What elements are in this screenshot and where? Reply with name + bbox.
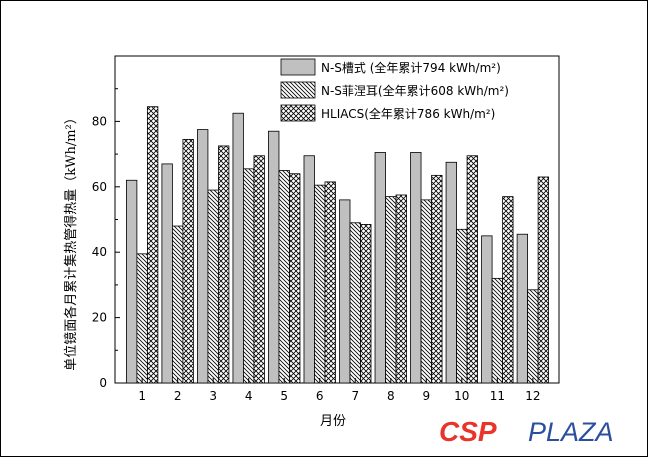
bar-1-8 [374, 152, 386, 384]
bar-2-6 [314, 184, 326, 384]
bar-1-2 [161, 163, 173, 384]
legend-label-3: HLIACS(全年累计786 kWh/m²) [321, 106, 495, 121]
legend-label-1: N-S槽式 (全年累计794 kWh/m²) [321, 60, 501, 75]
bar-2-8 [385, 196, 397, 384]
bar-3-2 [182, 138, 194, 384]
bar-1-6 [303, 155, 315, 384]
bar-1-11 [481, 235, 493, 384]
bar-3-10 [466, 155, 478, 384]
legend-swatch-1 [280, 58, 316, 76]
bar-3-11 [502, 196, 514, 384]
bar-3-12 [537, 176, 550, 384]
bar-2-9 [420, 199, 432, 384]
bar-2-10 [456, 228, 468, 384]
bar-2-7 [349, 222, 361, 384]
bar-3-9 [431, 174, 443, 384]
bar-1-5 [268, 130, 280, 384]
y-tick-label: 80 [92, 114, 107, 128]
bar-2-2 [172, 225, 184, 384]
bar-1-3 [197, 129, 209, 384]
y-axis-label: 单位镜面各月累计集热管得热量（kWh/m²） [63, 111, 79, 371]
x-tick-label: 6 [316, 389, 324, 403]
bar-2-3 [207, 189, 219, 384]
bar-2-11 [491, 277, 503, 384]
bar-1-9 [410, 152, 422, 384]
bar-1-10 [445, 161, 457, 384]
x-tick-label: 9 [422, 389, 430, 403]
csp-plaza-logo: CSP PLAZA [439, 416, 614, 447]
x-axis-label: 月份 [320, 414, 346, 429]
y-tick-label: 0 [99, 376, 107, 390]
bar-3-7 [360, 224, 372, 384]
x-tick-label: 8 [387, 389, 395, 403]
bar-1-12 [516, 233, 529, 384]
bar-2-1 [136, 253, 148, 384]
x-tick-label: 5 [280, 389, 288, 403]
bar-3-6 [324, 181, 336, 384]
logo-plaza: PLAZA [528, 417, 614, 447]
bar-2-12 [527, 289, 539, 384]
bar-1-4 [232, 112, 244, 384]
x-tick-label: 10 [454, 389, 469, 403]
bar-3-8 [395, 194, 407, 384]
y-tick-label: 20 [92, 311, 107, 325]
legend-swatch-3 [280, 104, 316, 122]
bar-1-7 [339, 199, 351, 384]
x-tick-label: 4 [245, 389, 253, 403]
x-tick-label: 12 [525, 389, 540, 403]
y-tick-label: 40 [92, 245, 107, 259]
x-tick-label: 1 [138, 389, 146, 403]
logo-csp: CSP [439, 416, 497, 447]
x-tick-label: 11 [490, 389, 505, 403]
bar-2-4 [243, 168, 255, 384]
bar-3-3 [218, 145, 230, 384]
bar-3-4 [253, 155, 265, 384]
bar-3-1 [146, 106, 159, 384]
legend-swatch-2 [280, 81, 316, 99]
x-tick-label: 7 [351, 389, 359, 403]
legend: N-S槽式 (全年累计794 kWh/m²) N-S菲涅耳(全年累计608 kWh… [280, 58, 509, 122]
x-tick-label: 3 [209, 389, 217, 403]
y-tick-label: 60 [92, 180, 107, 194]
bar-2-5 [278, 170, 290, 384]
bar-1-1 [125, 179, 138, 384]
x-tick-label: 2 [174, 389, 182, 403]
bar-3-5 [289, 173, 301, 384]
legend-label-2: N-S菲涅耳(全年累计608 kWh/m²) [321, 83, 509, 98]
bars [125, 106, 550, 384]
